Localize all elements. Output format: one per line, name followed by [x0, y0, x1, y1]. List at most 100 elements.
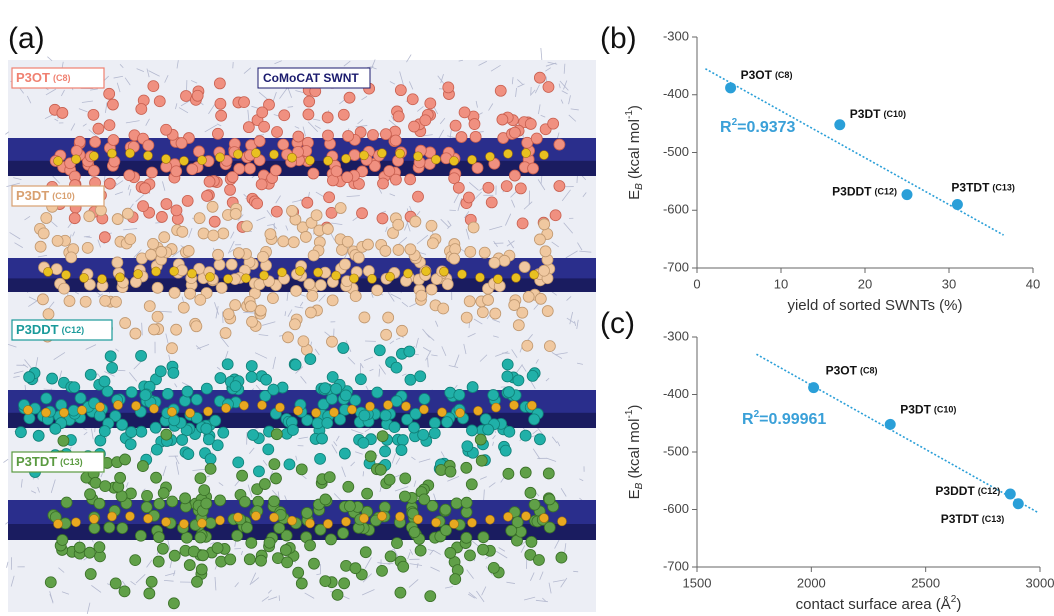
- texture: [551, 291, 557, 296]
- texture: [115, 348, 120, 352]
- atom: [161, 388, 174, 400]
- atom: [118, 585, 131, 598]
- atom: [107, 98, 119, 111]
- sulfur-atom: [511, 273, 521, 283]
- texture: [114, 191, 124, 196]
- sulfur-atom: [437, 407, 447, 418]
- texture: [83, 431, 88, 436]
- atom: [170, 165, 183, 178]
- point-name: P3DDT: [832, 185, 872, 199]
- sulfur-atom: [257, 400, 267, 411]
- texture: [230, 231, 235, 239]
- sulfur-atom: [431, 517, 441, 528]
- atom: [474, 433, 487, 446]
- atom: [214, 494, 226, 507]
- texture: [361, 589, 375, 596]
- atom: [352, 251, 365, 264]
- texture: [379, 485, 382, 493]
- atom: [452, 181, 465, 194]
- texture: [557, 441, 561, 447]
- atom: [214, 372, 227, 384]
- atom: [208, 215, 221, 228]
- texture: [162, 465, 167, 477]
- texture: [307, 121, 318, 132]
- atom: [175, 137, 188, 149]
- texture: [481, 586, 487, 596]
- atom: [395, 444, 408, 456]
- texture: [389, 81, 396, 85]
- atom: [83, 546, 96, 559]
- texture: [478, 60, 488, 66]
- sulfur-atom: [107, 511, 117, 522]
- texture: [298, 436, 308, 440]
- atom: [245, 300, 257, 313]
- texture: [125, 482, 129, 488]
- atom: [211, 542, 224, 554]
- y-label-main: E: [626, 489, 643, 499]
- atom: [238, 495, 251, 508]
- atom: [268, 458, 281, 471]
- atom: [487, 561, 500, 574]
- texture: [24, 359, 32, 369]
- atom: [342, 480, 355, 493]
- point-label: P3DDT (C12): [935, 484, 1000, 498]
- atom: [141, 490, 153, 502]
- atom: [290, 284, 302, 297]
- label-box: [11, 185, 105, 207]
- atom: [339, 258, 351, 271]
- atom: [502, 467, 515, 480]
- texture: [234, 582, 239, 588]
- texture: [488, 482, 496, 488]
- atom: [68, 381, 81, 394]
- texture: [545, 67, 551, 72]
- texture: [569, 311, 574, 325]
- atom: [124, 438, 137, 451]
- tube-label: CoMoCAT SWNT: [263, 71, 359, 85]
- texture: [343, 60, 351, 67]
- texture: [492, 435, 496, 440]
- texture: [331, 222, 343, 226]
- texture: [440, 74, 444, 84]
- atom: [200, 422, 213, 435]
- atom: [129, 554, 142, 567]
- sulfur-atom: [557, 516, 567, 527]
- r-rest: =0.9373: [737, 119, 795, 136]
- atom: [316, 432, 328, 445]
- atom: [84, 568, 97, 580]
- charts: (b) -300 -400 -500 -600 -700 0 10 20 30 40 yield of…: [600, 22, 1054, 613]
- texture: [163, 579, 174, 582]
- sulfur-atom: [53, 519, 63, 529]
- texture: [313, 118, 321, 121]
- atom: [116, 522, 129, 535]
- texture: [464, 211, 470, 219]
- texture: [256, 216, 266, 222]
- texture: [195, 345, 202, 351]
- atom: [92, 122, 105, 135]
- texture: [90, 88, 98, 91]
- texture: [577, 242, 583, 251]
- atom: [299, 231, 312, 243]
- atom: [152, 555, 165, 568]
- texture: [159, 310, 172, 313]
- texture: [174, 455, 180, 465]
- texture: [3, 458, 9, 463]
- atom: [232, 456, 245, 469]
- atom: [229, 299, 242, 311]
- texture: [181, 296, 185, 303]
- atom: [331, 588, 344, 601]
- texture: [511, 77, 514, 85]
- atom: [334, 202, 347, 214]
- polymer-label: P3DDT (C12): [16, 322, 84, 337]
- atom: [543, 493, 556, 506]
- atom: [505, 524, 518, 537]
- sulfur-atom: [133, 269, 143, 279]
- texture: [346, 195, 360, 198]
- atom: [182, 448, 195, 460]
- atom: [217, 227, 230, 240]
- texture: [229, 248, 235, 253]
- texture: [127, 184, 130, 190]
- texture: [581, 175, 587, 181]
- sulfur-atom: [539, 513, 549, 523]
- atom: [397, 560, 410, 573]
- texture: [511, 349, 518, 358]
